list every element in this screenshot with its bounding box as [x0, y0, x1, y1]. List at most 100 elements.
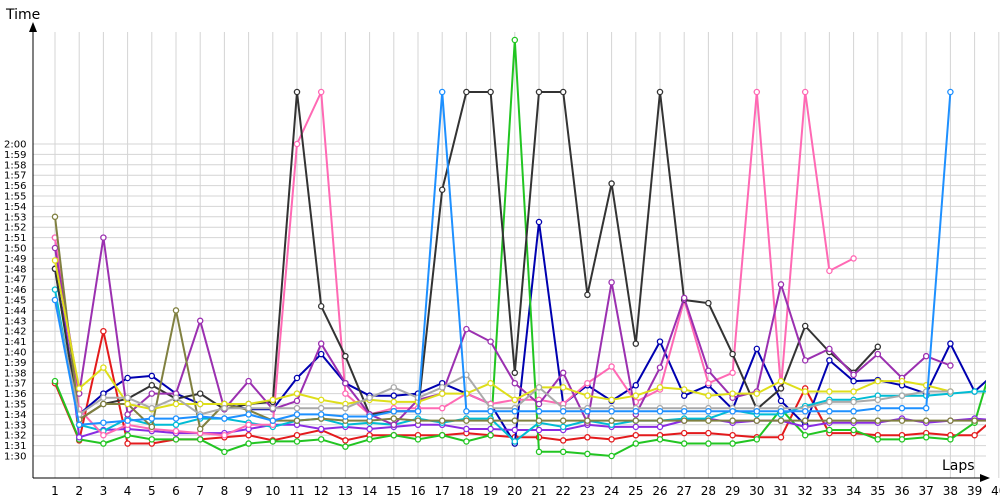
data-point: [100, 440, 107, 447]
data-point: [390, 408, 398, 415]
data-point: [850, 398, 857, 406]
y-tick-label: 1:49: [4, 254, 26, 265]
data-point: [414, 436, 422, 443]
y-tick-label: 1:44: [4, 306, 26, 317]
data-point: [850, 417, 857, 424]
data-point: [850, 408, 857, 415]
data-point: [438, 417, 446, 424]
data-point: [729, 408, 736, 415]
data-point: [269, 396, 277, 404]
data-point: [124, 400, 131, 408]
data-point: [874, 343, 882, 351]
data-point: [366, 425, 373, 433]
data-point: [487, 425, 494, 433]
y-tick-label: 1:59: [4, 150, 26, 161]
series-line: [54, 299, 951, 416]
data-point: [705, 367, 712, 374]
data-point: [584, 379, 591, 387]
x-tick-label: 4: [124, 484, 132, 498]
data-point: [438, 404, 446, 412]
x-tick-label: 33: [822, 484, 837, 498]
series-line: [54, 260, 951, 411]
x-tick-label: 18: [459, 484, 474, 498]
data-point: [584, 417, 591, 424]
data-point: [850, 426, 857, 434]
data-point: [753, 88, 761, 96]
data-point: [608, 452, 615, 460]
data-point: [342, 379, 349, 387]
data-point: [463, 408, 470, 415]
data-point: [51, 296, 59, 304]
y-tick-label: 1:38: [4, 368, 26, 379]
x-tick-label: 34: [846, 484, 861, 498]
x-tick-label: 35: [870, 484, 885, 498]
data-point: [245, 404, 252, 412]
data-point: [608, 396, 615, 404]
data-point: [221, 404, 228, 412]
x-tick-label: 28: [701, 484, 716, 498]
data-point: [705, 392, 712, 399]
data-point: [680, 294, 688, 302]
y-tick-label: 1:53: [4, 212, 26, 223]
data-point: [584, 450, 591, 458]
x-tick-label: 30: [749, 484, 764, 498]
y-tick-label: 1:57: [4, 171, 26, 182]
data-point: [148, 382, 156, 389]
x-tick-label: 15: [386, 484, 401, 498]
data-point: [293, 397, 301, 405]
data-point: [947, 88, 954, 96]
data-point: [487, 431, 494, 439]
data-point: [366, 394, 373, 402]
data-point: [511, 36, 519, 44]
data-point: [535, 218, 543, 226]
data-point: [898, 392, 906, 399]
data-point: [632, 392, 640, 399]
data-point: [632, 423, 640, 431]
data-point: [317, 88, 325, 96]
x-tick-label: 6: [172, 484, 180, 498]
y-axis-arrow-icon: [29, 22, 37, 32]
y-tick-label: 1:30: [4, 452, 26, 463]
data-point: [947, 362, 954, 369]
data-point: [511, 379, 519, 387]
data-point: [656, 338, 664, 345]
data-point: [850, 371, 857, 379]
data-point: [511, 396, 519, 404]
y-tick-label: 1:46: [4, 285, 26, 296]
data-point: [100, 364, 107, 371]
data-point: [680, 392, 688, 399]
data-point: [75, 385, 83, 392]
data-point: [463, 325, 470, 333]
data-point: [293, 88, 301, 96]
data-point: [100, 419, 107, 426]
data-point: [559, 88, 567, 96]
data-point: [971, 431, 978, 439]
data-point: [269, 438, 277, 445]
data-point: [511, 426, 519, 434]
data-point: [874, 350, 882, 358]
x-tick-label: 32: [798, 484, 813, 498]
data-point: [632, 417, 640, 424]
y-tick-label: 1:52: [4, 223, 26, 234]
data-point: [922, 417, 930, 424]
data-point: [535, 88, 543, 96]
data-point: [801, 423, 809, 431]
data-point: [632, 431, 640, 439]
data-point: [753, 390, 761, 397]
data-point: [511, 438, 519, 445]
x-tick-label: 14: [362, 484, 377, 498]
data-point: [148, 390, 156, 397]
data-point: [801, 388, 809, 395]
y-tick-label: 1:35: [4, 400, 26, 411]
data-point: [51, 377, 59, 385]
data-point: [196, 413, 204, 420]
data-point: [729, 431, 736, 439]
data-point: [826, 388, 833, 395]
x-tick-label: 5: [148, 484, 156, 498]
data-point: [801, 88, 809, 96]
data-point: [75, 434, 83, 441]
data-point: [535, 426, 543, 434]
x-tick-label: 29: [725, 484, 740, 498]
data-point: [148, 423, 156, 431]
y-tick-label: 1:36: [4, 389, 26, 400]
